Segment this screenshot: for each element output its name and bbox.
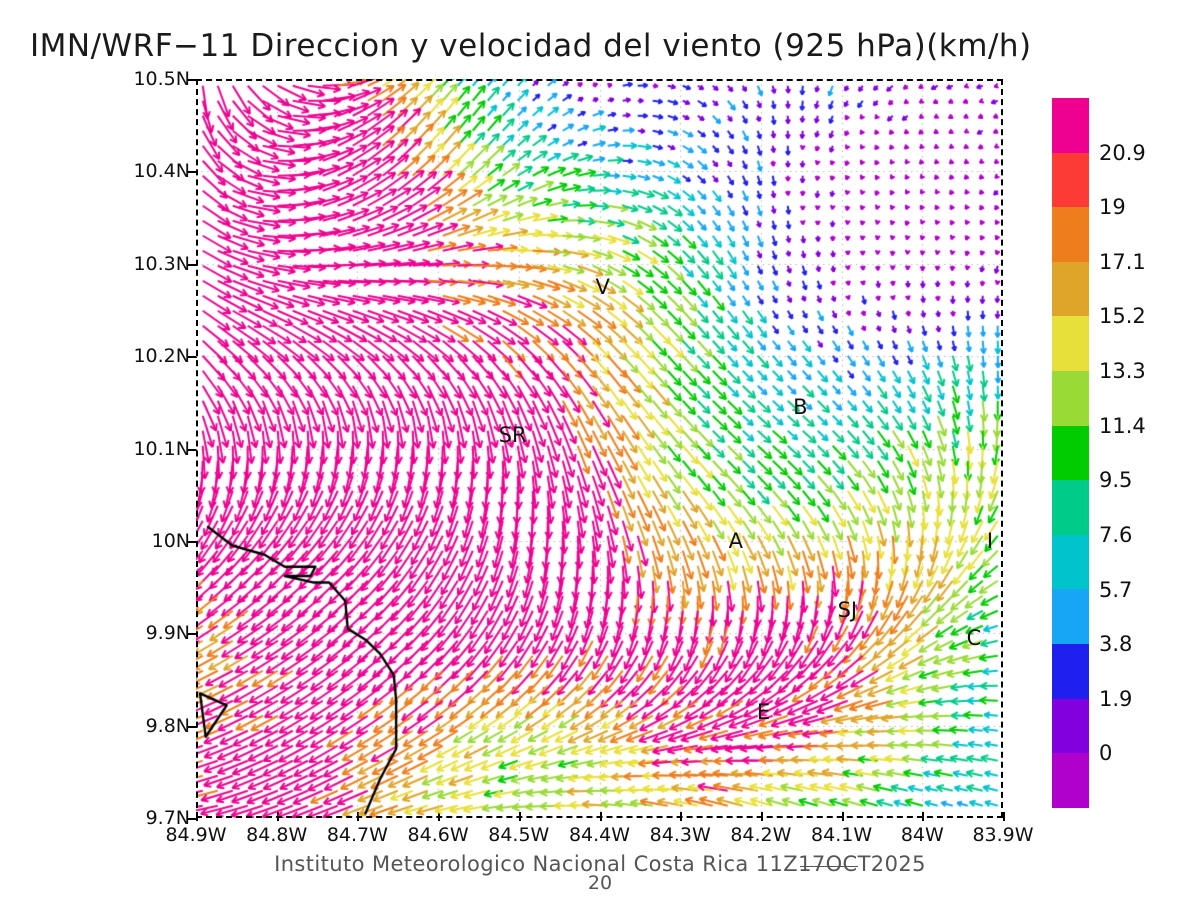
y-tick-mark [188, 448, 197, 451]
city-label-sr: SR [498, 422, 527, 447]
y-tick-label: 9.7N [145, 807, 190, 829]
colorbar-band [1052, 98, 1089, 153]
colorbar-band [1052, 644, 1089, 699]
y-tick-label: 10.3N [133, 252, 190, 275]
city-label-e: E [756, 699, 771, 724]
x-tick-label: 83.9W [972, 824, 1034, 846]
footer-overlay-number: 20 [587, 872, 613, 894]
x-tick-mark [1003, 812, 1005, 821]
x-tick-label: 84.1W [811, 824, 873, 846]
y-tick-label: 10.5N [133, 68, 190, 90]
x-tick-label: 84.3W [649, 824, 711, 846]
x-tick-label: 84.7W [326, 824, 388, 846]
footer-credit: Instituto Meteorologico Nacional Costa R… [274, 852, 926, 876]
colorbar-tick-label: 7.6 [1099, 522, 1133, 547]
y-tick-mark [188, 540, 197, 543]
page-title: IMN/WRF−11 Direccion y velocidad del vie… [30, 28, 1032, 64]
colorbar-legend [1052, 98, 1089, 808]
colorbar-band [1052, 371, 1089, 426]
colorbar-band [1052, 261, 1089, 317]
x-tick-label: 84.8W [246, 824, 308, 846]
colorbar-tick-label: 11.4 [1099, 413, 1146, 438]
colorbar-band [1052, 425, 1089, 481]
colorbar-tick-label: 15.2 [1099, 304, 1146, 329]
colorbar-tick-label: 5.7 [1099, 577, 1133, 602]
x-tick-label: 84.2W [730, 824, 792, 846]
colorbar-tick-label: 3.8 [1099, 632, 1133, 657]
y-tick-mark [188, 79, 197, 81]
city-label-b: B [793, 394, 808, 419]
x-tick-label: 84W [900, 824, 944, 846]
colorbar-tick-label: 0 [1099, 741, 1113, 766]
footer-strike-line [800, 866, 858, 867]
y-tick-mark [188, 356, 197, 359]
y-tick-label: 10N [151, 529, 190, 552]
city-label-c: C [966, 625, 982, 650]
y-tick-label: 9.8N [145, 714, 190, 737]
colorbar-band [1052, 534, 1089, 590]
colorbar-band [1052, 589, 1089, 645]
y-tick-label: 10.1N [133, 437, 190, 460]
y-tick-label: 9.9N [145, 622, 190, 645]
colorbar-band [1052, 316, 1089, 372]
colorbar-band [1052, 753, 1089, 808]
colorbar-tick-label: 17.1 [1099, 249, 1146, 274]
coastline [196, 79, 1003, 818]
colorbar-tick-label: 9.5 [1099, 468, 1133, 493]
colorbar-band [1052, 480, 1089, 535]
y-tick-mark [188, 171, 197, 174]
colorbar-band [1052, 152, 1089, 208]
y-tick-label: 10.4N [133, 160, 190, 183]
colorbar-band [1052, 698, 1089, 754]
y-tick-mark [188, 633, 197, 636]
city-label-sj: SJ [837, 598, 858, 623]
y-tick-mark [188, 818, 197, 820]
colorbar-tick-label: 13.3 [1099, 359, 1146, 384]
colorbar-tick-label: 1.9 [1099, 686, 1133, 711]
city-label-a: A [728, 528, 743, 553]
y-tick-mark [188, 263, 197, 266]
x-tick-label: 84.9W [165, 824, 227, 846]
x-tick-label: 84.5W [488, 824, 550, 846]
x-tick-label: 84.4W [568, 824, 631, 846]
city-label-v: V [595, 274, 610, 299]
colorbar-tick-label: 20.9 [1099, 140, 1146, 165]
y-tick-mark [188, 725, 197, 728]
city-label-i: I [986, 528, 994, 553]
y-tick-label: 10.2N [133, 345, 190, 368]
x-tick-label: 84.6W [407, 824, 469, 846]
map-plot-area: V SR B A I SJ C E [196, 79, 1003, 818]
colorbar-tick-label: 19 [1099, 195, 1126, 220]
colorbar-band [1052, 207, 1089, 262]
